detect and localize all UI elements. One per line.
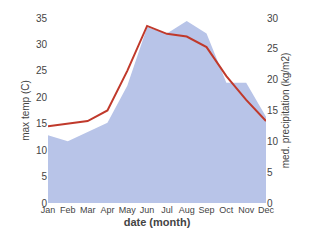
svg-text:0: 0 <box>41 198 47 209</box>
svg-text:Jun: Jun <box>140 205 155 215</box>
svg-text:30: 30 <box>36 39 48 50</box>
svg-text:25: 25 <box>36 65 48 76</box>
svg-text:date (month): date (month) <box>124 216 191 228</box>
svg-text:max temp (C): max temp (C) <box>20 80 31 141</box>
svg-text:Feb: Feb <box>60 205 76 215</box>
svg-text:10: 10 <box>267 136 279 147</box>
svg-text:Aug: Aug <box>179 205 195 215</box>
svg-text:Jan: Jan <box>41 205 56 215</box>
svg-text:15: 15 <box>36 118 48 129</box>
svg-text:Mar: Mar <box>80 205 96 215</box>
svg-text:Dec: Dec <box>258 205 275 215</box>
svg-text:25: 25 <box>267 43 279 54</box>
svg-text:0: 0 <box>267 198 273 209</box>
svg-text:Jul: Jul <box>161 205 173 215</box>
svg-text:Apr: Apr <box>100 205 114 215</box>
svg-text:30: 30 <box>267 13 279 24</box>
svg-text:Sep: Sep <box>199 205 215 215</box>
svg-text:Nov: Nov <box>238 205 255 215</box>
svg-text:20: 20 <box>36 92 48 103</box>
svg-text:15: 15 <box>267 105 279 116</box>
svg-text:10: 10 <box>36 145 48 156</box>
svg-text:med. precipitation (kg/m2): med. precipitation (kg/m2) <box>280 53 291 169</box>
svg-text:20: 20 <box>267 74 279 85</box>
svg-text:May: May <box>119 205 137 215</box>
svg-text:35: 35 <box>36 13 48 24</box>
svg-text:5: 5 <box>267 167 273 178</box>
svg-text:Oct: Oct <box>219 205 234 215</box>
svg-text:5: 5 <box>41 171 47 182</box>
